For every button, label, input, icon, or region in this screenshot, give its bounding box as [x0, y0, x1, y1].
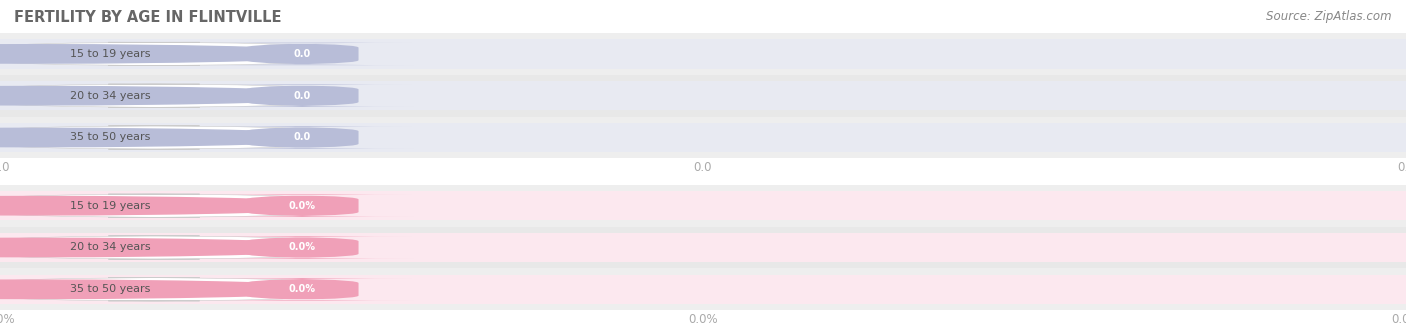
Circle shape [0, 86, 343, 105]
FancyBboxPatch shape [0, 126, 319, 149]
Circle shape [0, 196, 343, 215]
FancyBboxPatch shape [0, 42, 319, 66]
FancyBboxPatch shape [190, 194, 415, 217]
Bar [0, 185, 1406, 227]
Text: 35 to 50 years: 35 to 50 years [70, 284, 150, 294]
Bar [0, 227, 1406, 268]
FancyBboxPatch shape [0, 194, 319, 217]
Text: Source: ZipAtlas.com: Source: ZipAtlas.com [1267, 10, 1392, 23]
Text: 0.0: 0.0 [294, 133, 311, 143]
Bar [0, 268, 1406, 310]
FancyBboxPatch shape [190, 126, 415, 149]
Circle shape [0, 280, 343, 299]
Text: 35 to 50 years: 35 to 50 years [70, 133, 150, 143]
Bar [0, 191, 1406, 220]
FancyBboxPatch shape [0, 84, 319, 107]
Bar [0, 123, 1406, 152]
Bar [0, 275, 1406, 304]
Text: 0.0: 0.0 [294, 49, 311, 59]
FancyBboxPatch shape [0, 236, 319, 259]
Text: 15 to 19 years: 15 to 19 years [70, 201, 150, 211]
FancyBboxPatch shape [190, 43, 415, 65]
Text: 0.0%: 0.0% [288, 243, 316, 252]
Text: 20 to 34 years: 20 to 34 years [70, 243, 150, 252]
Bar [0, 233, 1406, 262]
Text: FERTILITY BY AGE IN FLINTVILLE: FERTILITY BY AGE IN FLINTVILLE [14, 10, 281, 25]
FancyBboxPatch shape [0, 278, 319, 301]
FancyBboxPatch shape [190, 236, 415, 259]
FancyBboxPatch shape [190, 278, 415, 301]
Bar [0, 39, 1406, 69]
Bar [0, 81, 1406, 110]
Text: 15 to 19 years: 15 to 19 years [70, 49, 150, 59]
Circle shape [0, 128, 343, 147]
Circle shape [0, 45, 343, 63]
Circle shape [0, 238, 343, 257]
Text: 0.0%: 0.0% [288, 201, 316, 211]
Text: 0.0%: 0.0% [288, 284, 316, 294]
Text: 20 to 34 years: 20 to 34 years [70, 91, 150, 101]
Text: 0.0: 0.0 [294, 91, 311, 101]
FancyBboxPatch shape [190, 84, 415, 107]
Bar [0, 33, 1406, 75]
Bar [0, 116, 1406, 158]
Bar [0, 75, 1406, 116]
